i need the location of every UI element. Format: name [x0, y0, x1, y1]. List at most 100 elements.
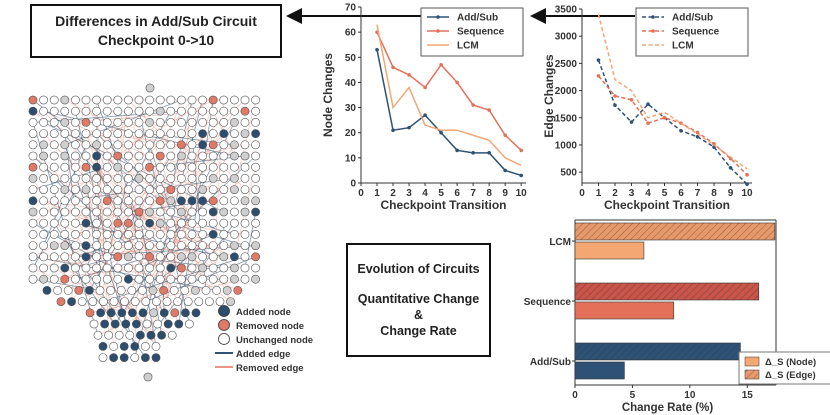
added-edge — [32, 256, 217, 291]
removed-edge — [124, 301, 152, 336]
diagram-node — [166, 218, 176, 228]
diagram-node — [208, 263, 218, 273]
diagram-node — [39, 274, 48, 284]
diagram-node — [96, 308, 105, 318]
diagram-node — [134, 263, 144, 273]
node-chart-point-add-sub — [439, 130, 443, 135]
bar-chart-category-label-add-sub: Add/Sub — [530, 357, 571, 368]
diagram-node — [123, 95, 133, 105]
edge-chart-x-tick-label: 6 — [678, 188, 684, 199]
diagram-node — [102, 229, 112, 239]
diagram-node — [102, 274, 112, 284]
diagram-node — [251, 229, 260, 239]
node-chart-legend-label-lcm: LCM — [457, 41, 479, 52]
diagram-node — [49, 252, 59, 262]
node-chart-point-add-sub — [391, 128, 395, 132]
node-chart-legend-label-add-sub: Add/Sub — [457, 13, 498, 24]
bar-edge-hatch-lcm — [575, 223, 775, 240]
diagram-node — [148, 285, 158, 295]
node-chart-x-tick-label: 2 — [390, 188, 396, 199]
node-chart-point-sequence — [391, 65, 395, 70]
diagram-node — [176, 173, 186, 183]
diagram-node — [39, 162, 48, 172]
diagram-node — [153, 319, 162, 329]
diagram-node — [92, 140, 101, 150]
diagram-node — [102, 118, 112, 127]
diagram-node — [219, 229, 229, 239]
diagram-node — [226, 297, 235, 306]
diagram-node — [240, 196, 250, 206]
node-chart-point-add-sub — [407, 125, 411, 130]
diagram-node — [39, 129, 48, 138]
edge-chart-point-add-sub — [596, 58, 601, 62]
edge-chart-point-sequence — [695, 130, 700, 135]
diagram-node — [198, 185, 207, 194]
diagram-legend: Added node Removed node Unchanged node A… — [215, 305, 313, 374]
diagram-node — [190, 285, 200, 295]
diagram-node — [123, 229, 133, 239]
diagram-node — [123, 140, 133, 150]
diagram-node — [123, 218, 133, 228]
added-edge — [159, 245, 203, 280]
diagram-node — [240, 173, 250, 183]
diagram-node — [240, 207, 250, 217]
bar-chart-category-label-lcm: LCM — [549, 237, 571, 248]
diagram-node — [39, 207, 48, 217]
diagram-node — [145, 162, 154, 172]
edge-chart-point-sequence — [629, 98, 634, 102]
diagram-node — [187, 95, 197, 105]
diagram-node — [176, 106, 186, 116]
edge-chart-point-sequence — [646, 121, 650, 125]
bar-chart-x-tick-label: 10 — [684, 390, 696, 401]
diagram-node — [28, 95, 38, 105]
diagram-node — [28, 162, 38, 172]
diagram-node — [92, 173, 101, 183]
diagram-node — [155, 173, 165, 183]
edge-chart-x-tick-label: 8 — [711, 188, 717, 199]
diagram-node — [92, 274, 101, 284]
diagram-node — [49, 118, 59, 127]
diagram-node — [233, 285, 243, 295]
diagram-node — [60, 196, 70, 206]
diagram-node — [251, 95, 260, 105]
diagram-node — [208, 95, 218, 105]
bar-node-add-sub — [574, 361, 625, 380]
diagram-node — [176, 196, 186, 206]
diagram-node — [60, 129, 70, 138]
diagram-node — [145, 252, 154, 262]
diagram-node — [123, 252, 133, 262]
diagram-node — [240, 118, 250, 127]
evolution-line4: Change Rate — [380, 324, 457, 338]
diagram-node — [155, 185, 165, 194]
diagram-node — [219, 162, 229, 172]
diagram-node — [176, 95, 186, 105]
diagram-node — [49, 185, 59, 194]
node-chart-point-sequence — [503, 133, 507, 138]
diagram-node — [166, 207, 176, 217]
diagram-node — [85, 285, 94, 295]
node-chart-point-add-sub — [375, 47, 379, 52]
diagram-node — [60, 151, 70, 161]
node-chart-point-add-sub — [423, 113, 427, 117]
bar-legend-node-label: Δ_S (Node) — [765, 357, 816, 368]
diagram-node — [219, 207, 229, 217]
diagram-node — [155, 274, 165, 284]
removed-edge — [166, 133, 203, 302]
diagram-node — [219, 173, 229, 183]
diagram-node — [219, 196, 229, 206]
diagram-node — [113, 229, 123, 239]
diagram-node — [198, 151, 207, 161]
diagram-node — [229, 95, 239, 105]
diagram-node — [117, 308, 127, 318]
diagram-node — [180, 285, 190, 295]
diagram-node — [145, 218, 154, 228]
diagram-node — [251, 241, 260, 250]
removed-edge — [32, 110, 193, 213]
legend-removed-edge-label: Removed edge — [236, 363, 304, 374]
diagram-node — [100, 319, 109, 329]
diagram-node — [157, 330, 166, 340]
diagram-node — [77, 297, 87, 306]
diagram-node — [123, 106, 133, 116]
diagram-node — [39, 185, 48, 194]
